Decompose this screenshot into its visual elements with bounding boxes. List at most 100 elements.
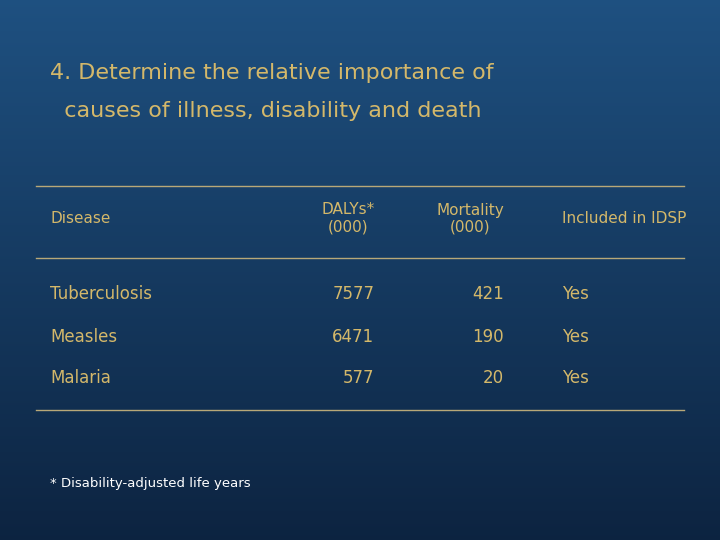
Bar xyxy=(0,38,720,39)
Bar xyxy=(0,119,720,120)
Bar xyxy=(0,76,720,77)
Bar xyxy=(0,29,720,31)
Bar xyxy=(0,520,720,522)
Bar xyxy=(0,468,720,470)
Bar xyxy=(0,234,720,236)
Bar xyxy=(0,427,720,428)
Text: Disease: Disease xyxy=(50,211,111,226)
Bar xyxy=(0,340,720,342)
Bar xyxy=(0,227,720,228)
Bar xyxy=(0,49,720,50)
Bar xyxy=(0,150,720,151)
Bar xyxy=(0,85,720,86)
Bar xyxy=(0,77,720,79)
Bar xyxy=(0,482,720,484)
Bar xyxy=(0,538,720,540)
Bar xyxy=(0,7,720,9)
Bar xyxy=(0,430,720,432)
Bar xyxy=(0,403,720,405)
Bar xyxy=(0,394,720,396)
Bar xyxy=(0,103,720,104)
Bar xyxy=(0,239,720,241)
Bar xyxy=(0,461,720,463)
Bar xyxy=(0,509,720,511)
Bar xyxy=(0,410,720,412)
Bar xyxy=(0,333,720,335)
Bar xyxy=(0,187,720,189)
Bar xyxy=(0,517,720,518)
Bar xyxy=(0,58,720,59)
Bar xyxy=(0,400,720,401)
Bar xyxy=(0,209,720,211)
Bar xyxy=(0,177,720,178)
Bar xyxy=(0,27,720,29)
Bar xyxy=(0,272,720,274)
Bar xyxy=(0,351,720,353)
Bar xyxy=(0,531,720,533)
Bar xyxy=(0,189,720,191)
Bar xyxy=(0,470,720,471)
Bar xyxy=(0,320,720,322)
Text: 4. Determine the relative importance of: 4. Determine the relative importance of xyxy=(50,63,494,83)
Bar xyxy=(0,258,720,259)
Bar xyxy=(0,536,720,538)
Bar xyxy=(0,137,720,139)
Bar xyxy=(0,4,720,5)
Bar xyxy=(0,349,720,351)
Bar xyxy=(0,52,720,54)
Bar xyxy=(0,302,720,304)
Text: 7577: 7577 xyxy=(333,285,374,303)
Text: 190: 190 xyxy=(472,328,504,347)
Bar xyxy=(0,259,720,261)
Bar xyxy=(0,56,720,58)
Text: Included in IDSP: Included in IDSP xyxy=(562,211,686,226)
Bar xyxy=(0,135,720,137)
Bar xyxy=(0,201,720,204)
Text: Measles: Measles xyxy=(50,328,117,347)
Bar xyxy=(0,524,720,525)
Bar xyxy=(0,139,720,140)
Bar xyxy=(0,124,720,126)
Bar xyxy=(0,428,720,430)
Bar xyxy=(0,412,720,414)
Bar xyxy=(0,221,720,223)
Bar xyxy=(0,454,720,455)
Bar xyxy=(0,128,720,130)
Bar xyxy=(0,466,720,468)
Bar xyxy=(0,252,720,254)
Bar xyxy=(0,371,720,373)
Bar xyxy=(0,450,720,452)
Bar xyxy=(0,131,720,133)
Bar xyxy=(0,339,720,340)
Bar xyxy=(0,356,720,358)
Bar xyxy=(0,34,720,36)
Bar xyxy=(0,328,720,329)
Bar xyxy=(0,315,720,317)
Bar xyxy=(0,205,720,207)
Bar xyxy=(0,390,720,393)
Bar xyxy=(0,281,720,282)
Bar xyxy=(0,490,720,491)
Text: 421: 421 xyxy=(472,285,504,303)
Bar xyxy=(0,247,720,248)
Bar xyxy=(0,133,720,135)
Bar xyxy=(0,36,720,38)
Bar xyxy=(0,25,720,27)
Bar xyxy=(0,155,720,157)
Bar xyxy=(0,0,720,2)
Bar xyxy=(0,110,720,112)
Bar xyxy=(0,266,720,268)
Bar xyxy=(0,164,720,166)
Bar xyxy=(0,225,720,227)
Bar xyxy=(0,162,720,164)
Text: * Disability-adjusted life years: * Disability-adjusted life years xyxy=(50,477,251,490)
Bar xyxy=(0,436,720,437)
Bar xyxy=(0,535,720,536)
Bar xyxy=(0,393,720,394)
Bar xyxy=(0,112,720,113)
Bar xyxy=(0,223,720,225)
Bar xyxy=(0,250,720,252)
Bar xyxy=(0,525,720,528)
Bar xyxy=(0,11,720,12)
Bar xyxy=(0,463,720,464)
